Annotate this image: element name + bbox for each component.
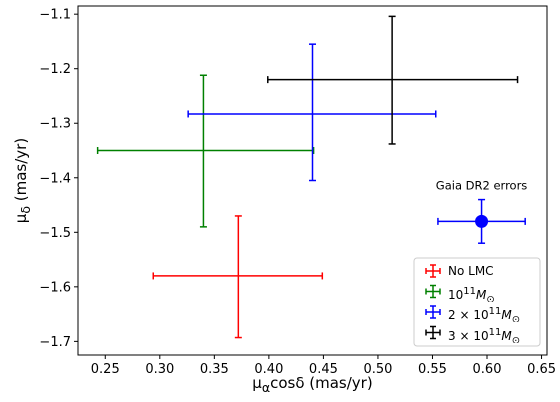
y-tick-label: −1.1 (39, 8, 71, 23)
legend-marker-1 (425, 284, 441, 299)
gaia-point (475, 214, 489, 228)
x-axis-label: μαcosδ (mas/yr) (252, 374, 373, 395)
legend-label-0-box: No LMC (448, 264, 494, 278)
y-tick-label: −1.3 (39, 117, 71, 132)
y-tick-label: −1.7 (39, 335, 71, 350)
y-tick-label: −1.6 (39, 280, 71, 295)
errorbar-series-3 (267, 15, 519, 145)
legend-label-1: 1011M⊙ (448, 285, 495, 302)
legend-label-2-box: 2 × 1011M⊙ (448, 306, 521, 322)
plot-frame (77, 5, 548, 356)
legend-marker-0 (425, 264, 441, 278)
legend-label-0: No LMC (448, 264, 494, 278)
x-tick-label: 0.30 (145, 362, 174, 377)
x-tick-label: 0.60 (473, 362, 502, 377)
errorbar-series-2 (187, 43, 437, 182)
y-tick-label: −1.5 (39, 226, 71, 241)
y-axis-label-box: μδ (mas/yr) (12, 137, 33, 224)
legend-label-1-box: 1011M⊙ (448, 285, 495, 302)
legend-marker-3 (425, 325, 441, 340)
errorbar-series-0 (152, 215, 324, 339)
x-tick-label: 0.40 (254, 362, 283, 377)
y-tick-label: −1.2 (39, 62, 71, 77)
x-tick-label: 0.55 (418, 362, 447, 377)
legend-label-3: 3 × 1011M⊙ (448, 326, 521, 343)
legend-box (413, 257, 541, 347)
x-tick-label: 0.50 (363, 362, 392, 377)
gaia-errors-label: Gaia DR2 errors (436, 178, 528, 192)
y-tick-label: −1.4 (39, 171, 71, 186)
legend-marker-2 (425, 305, 441, 319)
x-tick-label: 0.45 (309, 362, 338, 377)
x-tick-label: 0.25 (91, 362, 120, 377)
legend-label-3-box: 3 × 1011M⊙ (448, 326, 521, 343)
x-axis-label-box: μαcosδ (mas/yr) (252, 374, 373, 395)
x-tick-label: 0.35 (200, 362, 229, 377)
y-axis-label: μδ (mas/yr) (12, 137, 33, 224)
x-tick-label: 0.65 (527, 362, 556, 377)
errorbar-series-1 (96, 74, 315, 228)
legend-label-2: 2 × 1011M⊙ (448, 306, 521, 322)
